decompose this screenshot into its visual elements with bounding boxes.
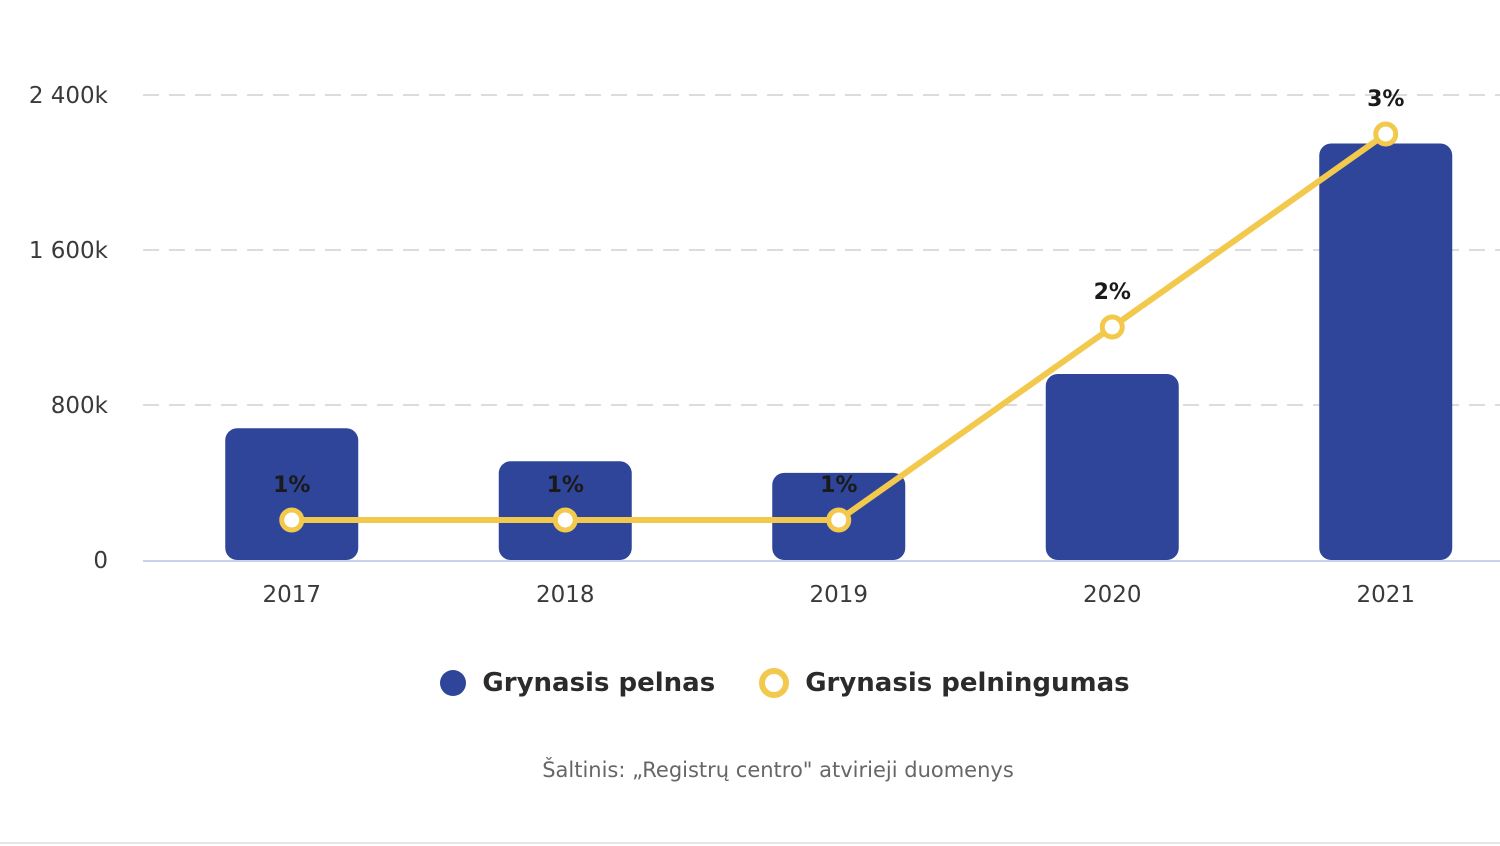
data-label: 1%	[273, 473, 310, 498]
legend-label-line: Grynasis pelningumas	[805, 668, 1130, 698]
data-label: 2%	[1094, 280, 1131, 305]
legend-label-bars: Grynasis pelnas	[482, 668, 716, 698]
x-tick-label: 2021	[1356, 582, 1415, 608]
legend-marker-bars	[440, 670, 467, 696]
data-labels: 1% 1% 1% 2% 3%	[273, 87, 1404, 498]
axes: 0 800k 1 600k 2 400k 2017 2018 2019 2020 2021	[29, 83, 1500, 608]
source-note: Šaltinis: „Registrų centro" atvirieji du…	[542, 758, 1014, 782]
bottom-divider	[0, 842, 1500, 844]
bar	[225, 428, 359, 560]
bar	[1319, 143, 1453, 560]
bar	[1045, 374, 1179, 560]
line-point	[826, 507, 852, 533]
line-path	[291, 131, 1388, 523]
data-label: 1%	[547, 473, 584, 498]
chart-svg: 1% 1% 1% 2% 3% 0 800k 1 600k 2 400k 2017 2018 2019…	[29, 83, 1500, 608]
line-series	[279, 121, 1399, 533]
x-tick-label: 2020	[1083, 582, 1142, 608]
x-tick-label: 2017	[262, 582, 321, 608]
x-tick-label: 2019	[809, 582, 868, 608]
legend-marker-line	[759, 668, 790, 698]
y-tick-label: 0	[93, 548, 108, 574]
y-tick-label: 800k	[51, 393, 109, 419]
y-tick-label: 1 600k	[29, 238, 109, 264]
legend-item-bars[interactable]: Grynasis pelnas	[440, 668, 715, 698]
y-tick-label: 2 400k	[29, 83, 109, 109]
line-point	[279, 507, 305, 533]
data-label: 3%	[1367, 87, 1404, 112]
gridlines	[143, 94, 1500, 406]
line-point	[552, 507, 578, 533]
line-point	[1373, 121, 1399, 147]
legend-item-line[interactable]: Grynasis pelningumas	[759, 668, 1130, 698]
data-label: 1%	[820, 473, 857, 498]
line-point	[1099, 314, 1125, 340]
legend: Grynasis pelnas Grynasis pelningumas	[0, 668, 1500, 698]
x-tick-label: 2018	[536, 582, 595, 608]
